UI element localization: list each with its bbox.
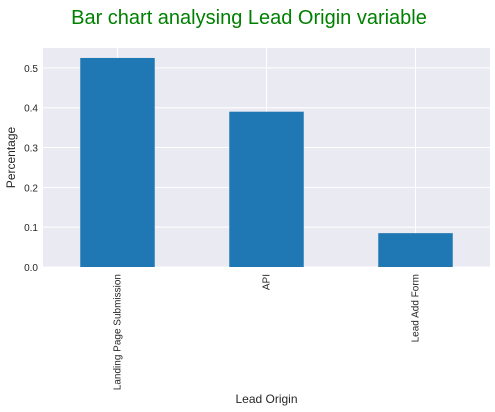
- y-axis-label: Percentage: [4, 126, 18, 188]
- bars: [80, 57, 453, 267]
- bar-lead-add-form: [378, 233, 453, 267]
- x-tick-label: Landing Page Submission: [113, 274, 124, 390]
- y-tick-label: 0.5: [24, 64, 38, 75]
- y-tick-label: 0.3: [24, 144, 38, 155]
- x-axis-label: Lead Origin: [235, 392, 297, 406]
- y-tick-labels: 0.0 0.1 0.2 0.3 0.4 0.5: [24, 64, 38, 274]
- x-tick-labels: Landing Page Submission API Lead Add Form: [113, 274, 422, 390]
- x-tick-label: API: [262, 274, 273, 290]
- bar-landing-page-submission: [80, 57, 155, 267]
- bar-api: [229, 111, 304, 267]
- x-tick-label: Lead Add Form: [411, 274, 422, 342]
- y-tick-label: 0.2: [24, 183, 38, 194]
- chart-title: Bar chart analysing Lead Origin variable: [71, 7, 427, 29]
- y-tick-label: 0.1: [24, 223, 38, 234]
- y-tick-label: 0.0: [24, 263, 38, 274]
- y-tick-label: 0.4: [24, 104, 38, 115]
